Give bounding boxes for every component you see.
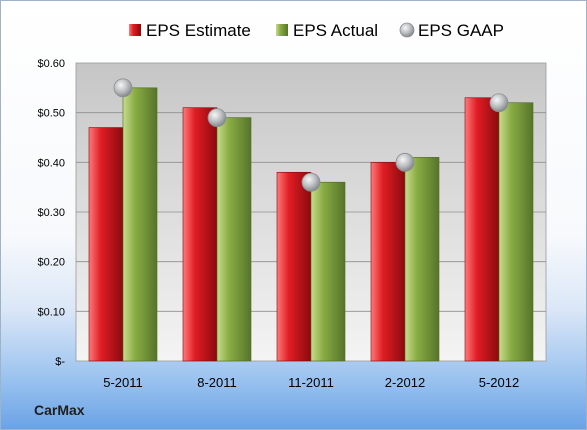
x-tick-label: 5-2011	[103, 375, 143, 390]
marker-eps-gaap	[489, 93, 509, 113]
bar-eps-actual	[216, 117, 252, 362]
bar-eps-estimate	[464, 97, 500, 362]
company-name: CarMax	[34, 402, 85, 418]
bar-eps-estimate	[182, 107, 218, 362]
legend-label: EPS Actual	[293, 21, 378, 40]
y-tick-label: $0.30	[37, 207, 65, 219]
marker-eps-gaap	[301, 172, 321, 192]
x-tick-label: 11-2011	[288, 375, 334, 390]
bar-eps-estimate	[370, 162, 406, 362]
x-tick-label: 8-2011	[197, 375, 237, 390]
x-tick-label: 2-2012	[385, 375, 425, 390]
bar-eps-actual	[310, 181, 346, 362]
y-tick-label: $0.50	[37, 108, 65, 120]
x-tick-label: 5-2012	[479, 375, 519, 390]
bar-eps-estimate	[88, 127, 124, 362]
legend: EPS Estimate EPS Actual EPS GAAP	[129, 21, 504, 40]
y-tick-label: $0.20	[37, 257, 65, 269]
bar-eps-actual	[498, 102, 534, 362]
marker-eps-gaap	[113, 78, 133, 98]
legend-label: EPS GAAP	[418, 21, 504, 40]
y-tick-label: $0.60	[37, 58, 65, 70]
y-tick-label: $0.40	[37, 157, 65, 169]
gaap-markers	[113, 78, 509, 192]
bar-eps-actual	[404, 157, 440, 362]
legend-swatch	[276, 24, 288, 36]
y-tick-label: $0.10	[37, 306, 65, 318]
bar-eps-estimate	[276, 171, 312, 362]
y-axis-ticks: $- $0.10 $0.20 $0.30 $0.40 $0.50 $0.60	[37, 58, 65, 368]
bar-eps-actual	[122, 87, 158, 362]
y-tick-label: $-	[55, 356, 65, 368]
legend-swatch-gaap	[399, 22, 415, 38]
x-axis-ticks: 5-2011 8-2011 11-2011 2-2012 5-2012	[103, 375, 519, 390]
legend-label: EPS Estimate	[146, 21, 251, 40]
marker-eps-gaap	[207, 108, 227, 128]
marker-eps-gaap	[395, 152, 415, 172]
legend-swatch	[129, 24, 141, 36]
bars	[88, 87, 534, 362]
